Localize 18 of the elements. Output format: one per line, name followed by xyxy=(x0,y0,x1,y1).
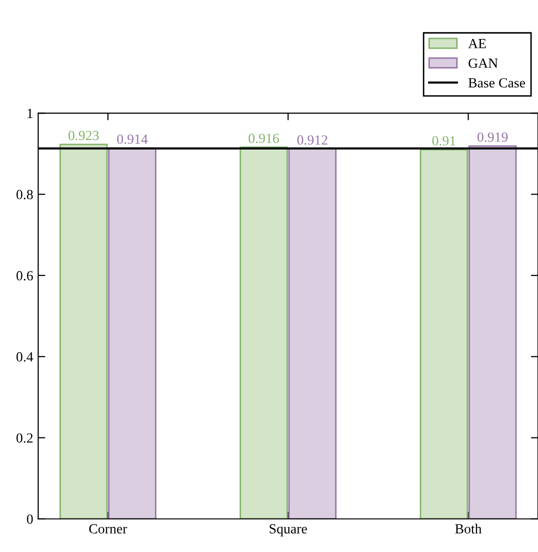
legend-label: Base Case xyxy=(468,78,526,88)
y-tick-label: 0.6 xyxy=(16,271,33,280)
y-tick-label: 0 xyxy=(26,514,33,524)
data-label: 0.91 xyxy=(432,136,456,146)
data-label: 0.916 xyxy=(248,134,279,144)
legend-label: AE xyxy=(468,38,486,48)
y-tick-label: 0.2 xyxy=(16,433,33,443)
data-label: 0.919 xyxy=(478,132,508,142)
data-label: 0.912 xyxy=(297,135,328,145)
y-tick-label: 1 xyxy=(28,108,33,118)
x-tick-label: Both xyxy=(455,524,482,534)
legend-label: GAN xyxy=(468,58,498,68)
data-label: 0.914 xyxy=(117,134,148,144)
y-tick-label: 0.8 xyxy=(16,190,33,200)
y-tick-label: 0.4 xyxy=(16,352,34,362)
x-tick-label: Corner xyxy=(89,524,128,534)
data-label: 0.923 xyxy=(68,130,99,140)
x-tick-label: Square xyxy=(270,524,307,536)
